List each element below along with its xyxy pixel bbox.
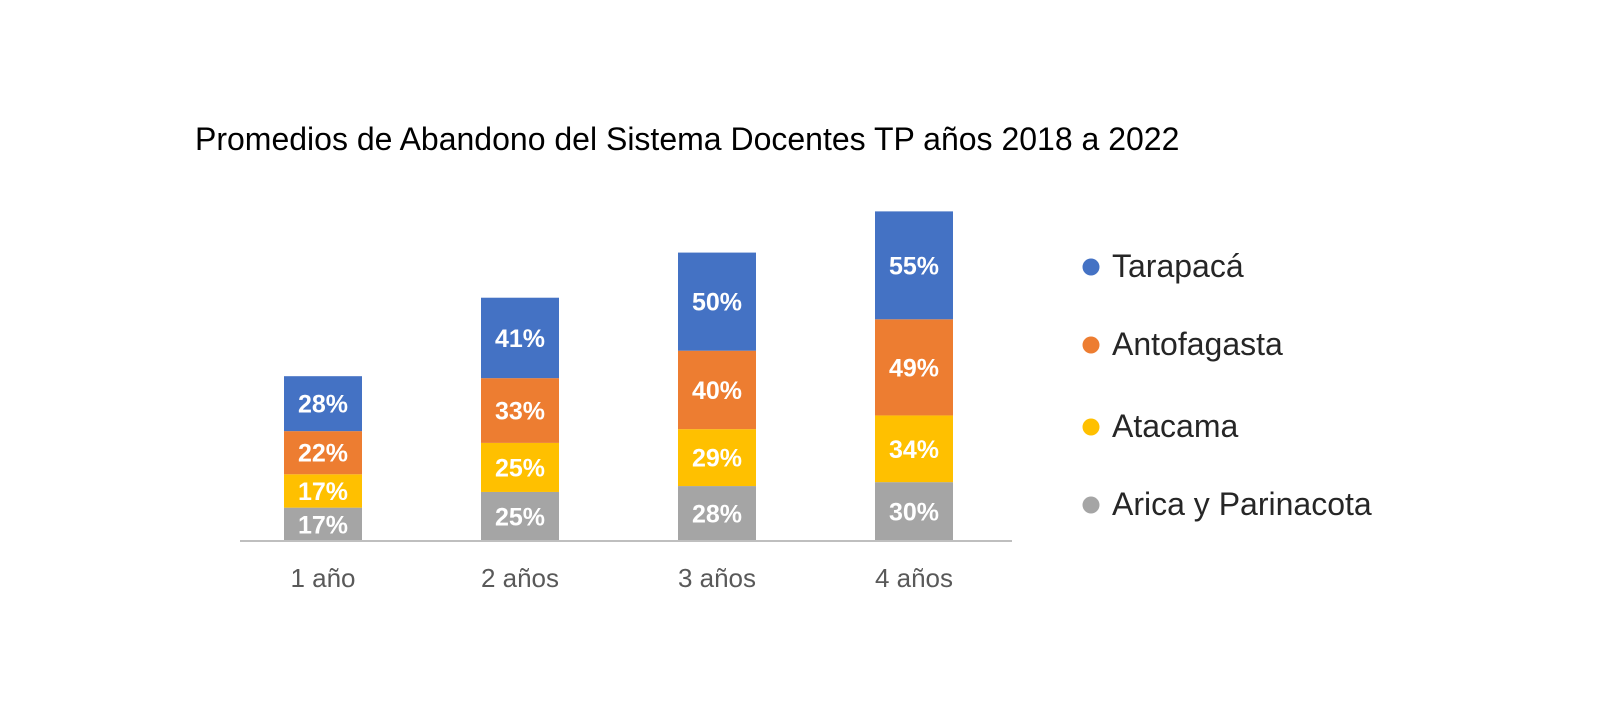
data-label: 17% xyxy=(298,478,348,506)
bar-segment xyxy=(875,319,953,416)
legend-marker xyxy=(1082,336,1100,354)
legend: Tarapacá Antofagasta Atacama Arica y Parina… xyxy=(1082,248,1372,522)
bar-segment xyxy=(284,507,362,541)
data-label: 28% xyxy=(692,501,742,529)
legend-label: Arica y Parinacota xyxy=(1112,486,1372,522)
x-axis-ticks: 1 año 2 años 3 años 4 años xyxy=(290,563,953,593)
data-label: 41% xyxy=(495,325,545,353)
x-tick-label: 1 año xyxy=(290,563,355,593)
bar-segment xyxy=(678,350,756,430)
bar-segment xyxy=(678,252,756,351)
bar-segment xyxy=(678,429,756,487)
x-tick-label: 4 años xyxy=(875,563,953,593)
legend-marker xyxy=(1082,258,1100,276)
data-label: 50% xyxy=(692,289,742,317)
bar-segment xyxy=(481,442,559,492)
data-label: 22% xyxy=(298,440,348,468)
bar-segment xyxy=(875,415,953,483)
data-label: 30% xyxy=(889,499,939,527)
x-tick-label: 3 años xyxy=(678,563,756,593)
chart-title: Promedios de Abandono del Sistema Docent… xyxy=(195,121,1179,157)
bar-segment xyxy=(481,378,559,443)
data-label: 55% xyxy=(889,252,939,280)
legend-marker xyxy=(1082,496,1100,514)
bar-segment xyxy=(284,376,362,432)
data-label: 29% xyxy=(692,445,742,473)
bar-segment xyxy=(875,482,953,541)
bar-segment xyxy=(481,297,559,379)
legend-label: Antofagasta xyxy=(1112,326,1283,362)
data-label: 17% xyxy=(298,511,348,539)
data-label: 49% xyxy=(889,354,939,382)
bar-segment xyxy=(481,491,559,541)
bar-segment xyxy=(678,486,756,541)
data-label: 34% xyxy=(889,436,939,464)
bar-segment xyxy=(284,431,362,475)
legend-label: Atacama xyxy=(1112,408,1238,444)
legend-label: Tarapacá xyxy=(1112,248,1244,284)
data-label: 40% xyxy=(692,377,742,405)
data-label: 25% xyxy=(495,454,545,482)
data-label: 33% xyxy=(495,398,545,426)
legend-marker xyxy=(1082,418,1100,436)
bars-layer: 17% 17% 22% 28% 25% 25% 33% 41% 28% 29% 40% 50% 30% 3… xyxy=(284,211,953,541)
data-label: 25% xyxy=(495,503,545,531)
bar-segment xyxy=(284,474,362,508)
x-tick-label: 2 años xyxy=(481,563,559,593)
data-label: 28% xyxy=(298,391,348,419)
bar-segment xyxy=(875,211,953,320)
